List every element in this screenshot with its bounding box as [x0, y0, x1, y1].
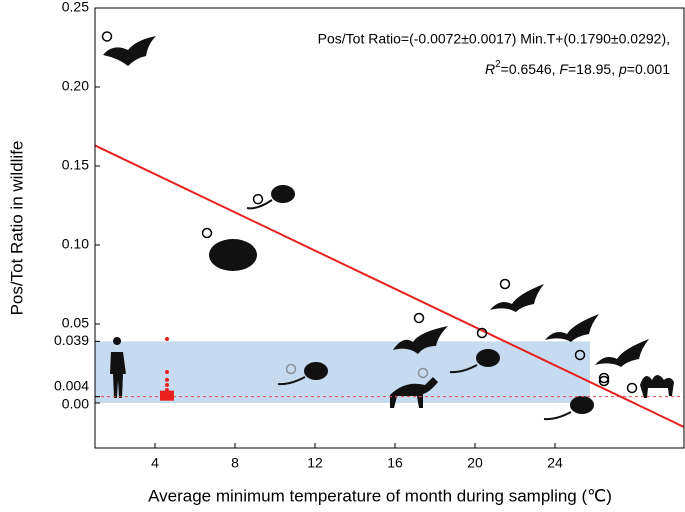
- shaded-band: [95, 341, 590, 403]
- x-tick-label: 24: [547, 455, 563, 471]
- y-tick-label: 0.00: [62, 396, 89, 412]
- data-point: [598, 375, 610, 387]
- x-tick-label: 16: [387, 455, 403, 471]
- y-axis-label: Pos/Tot Ratio in wildlife: [7, 141, 26, 316]
- human-point: [165, 336, 169, 341]
- data-point: [413, 312, 425, 324]
- stat: p: [618, 61, 627, 77]
- data-point: [574, 349, 586, 361]
- data-point: [201, 227, 213, 239]
- y-tick-label: 0.004: [54, 377, 89, 393]
- stat: =18.95,: [568, 61, 619, 77]
- x-tick-label: 20: [467, 455, 483, 471]
- y-tick-label: 0.25: [62, 0, 89, 15]
- animal-silhouettes: [103, 36, 674, 421]
- stat: 2: [495, 59, 501, 70]
- data-point: [101, 31, 113, 42]
- data-point: [417, 367, 429, 379]
- plot-frame: [94, 7, 685, 449]
- annotation: Pos/Tot Ratio=(-0.0072±0.0017) Min.T+(0.…: [318, 31, 670, 47]
- stat: =0.001: [627, 61, 670, 77]
- y-tick-label: 0.039: [54, 332, 89, 348]
- y-tick-label: 0.20: [62, 78, 89, 94]
- human-point: [165, 382, 169, 387]
- data-point: [285, 363, 297, 375]
- y-tick-label: 0.05: [62, 315, 89, 331]
- y-tick-label: 0.10: [62, 236, 89, 252]
- y-tick-label: 0.15: [62, 157, 89, 173]
- x-axis-label: Average minimum temperature of month dur…: [148, 486, 612, 505]
- annotation-stats: R2=0.6546, F=18.95, p=0.001: [485, 59, 670, 77]
- data-point: [476, 327, 488, 339]
- stat: R: [485, 61, 495, 77]
- stat: =0.6546,: [501, 61, 560, 77]
- fit-line: [94, 144, 685, 428]
- x-tick-label: 4: [151, 455, 159, 471]
- data-point: [626, 382, 638, 394]
- human-box: [160, 390, 174, 401]
- x-tick-label: 8: [231, 455, 239, 471]
- data-point: [499, 278, 511, 290]
- human-point: [165, 370, 169, 375]
- data-point: [252, 193, 264, 205]
- human-point: [165, 377, 169, 382]
- data-point: [598, 372, 610, 384]
- x-tick-label: 12: [307, 455, 323, 471]
- stat: F: [559, 61, 569, 77]
